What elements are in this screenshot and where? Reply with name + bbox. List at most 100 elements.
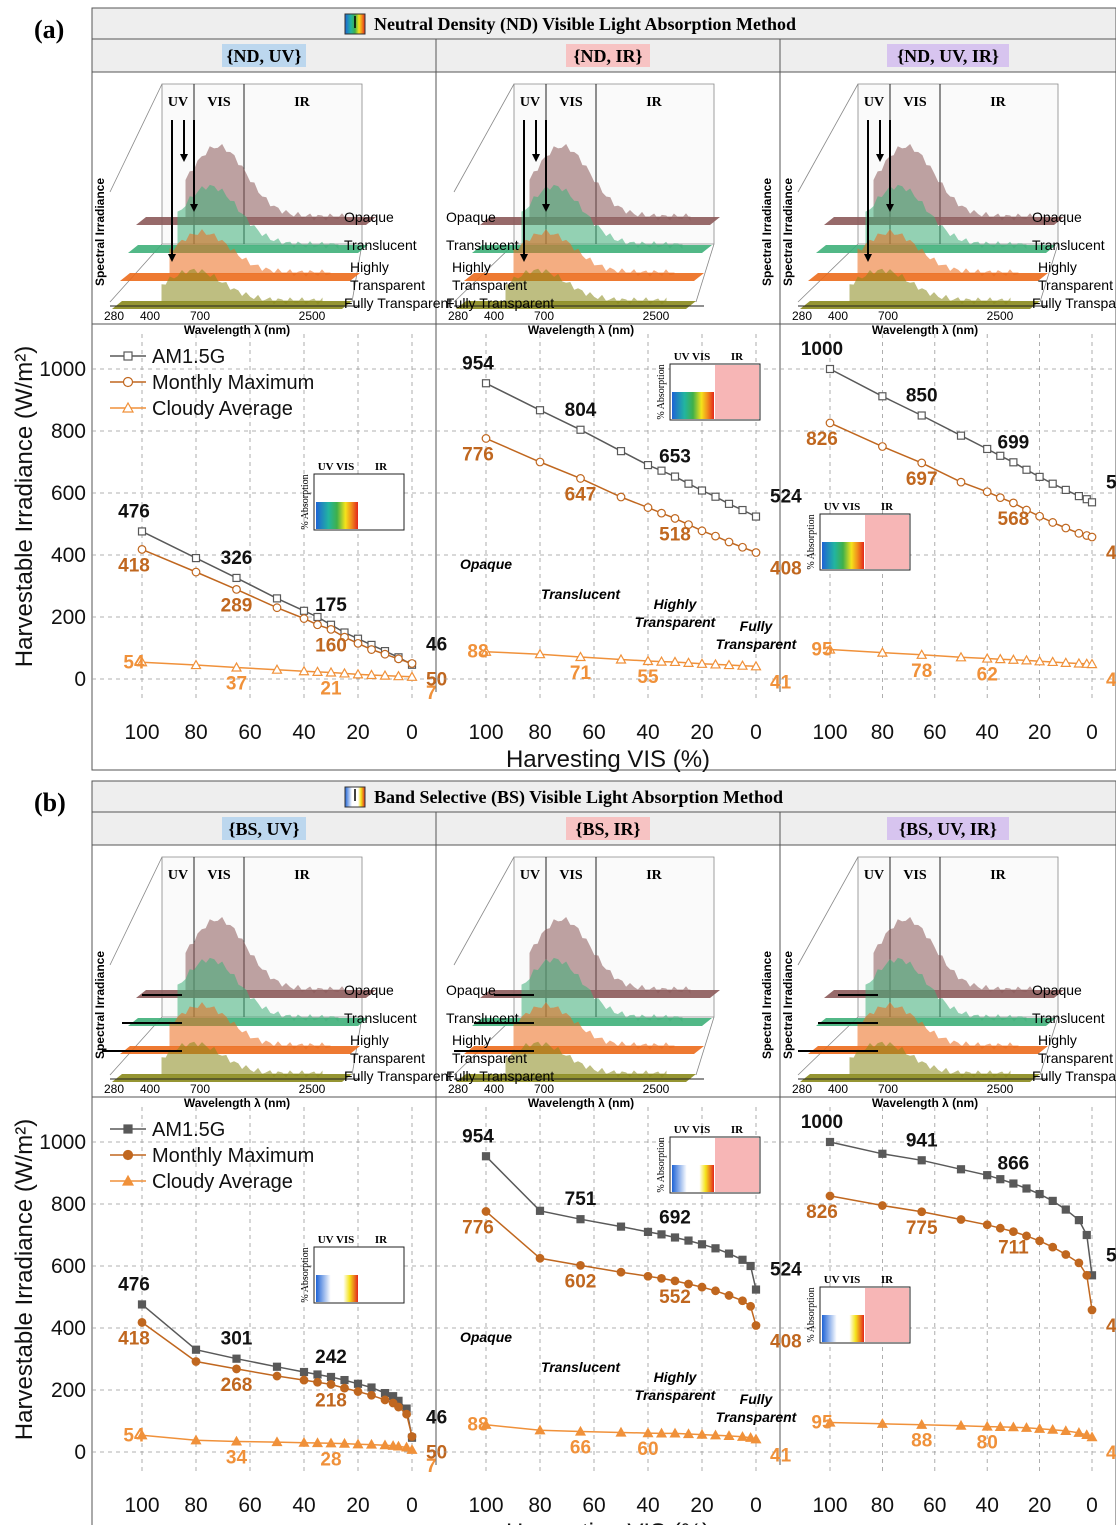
level-label-highly: Transparent <box>350 1050 425 1066</box>
data-point <box>481 1152 491 1161</box>
line-chart: 100 80 60 40 20 0 954 804 653 524 776 647 518 408 88 71… <box>436 334 802 744</box>
spectrum-panel: UV VIS IR 280 400 700 2500 Wavelength λ (nm) Spe… <box>446 83 774 337</box>
data-label: 408 <box>770 1332 802 1353</box>
column-title: {BS, IR} <box>575 819 640 839</box>
data-point <box>394 654 403 664</box>
data-label: 95 <box>811 640 833 661</box>
x-tick-label: 0 <box>750 1494 762 1517</box>
data-point <box>736 1431 749 1441</box>
data-label: 476 <box>118 1274 150 1295</box>
data-point <box>1082 1270 1092 1280</box>
data-point <box>326 625 336 634</box>
data-point <box>709 658 722 669</box>
data-point <box>996 1175 1005 1184</box>
spectrum-x-tick: 700 <box>878 1082 898 1096</box>
data-point <box>657 508 666 518</box>
level-label-translucent: Translucent <box>344 1010 417 1026</box>
data-label: 78 <box>911 661 932 682</box>
data-point <box>299 1367 309 1377</box>
data-point <box>878 1149 887 1158</box>
data-point <box>190 1434 202 1445</box>
inset-band-label: IR <box>375 1234 388 1246</box>
line-chart: 100 80 60 40 20 0 1000 850 699 570 826 697 568 458 95 7… <box>780 334 1116 744</box>
data-point <box>311 1437 324 1448</box>
data-point <box>655 655 668 666</box>
x-tick-label: 60 <box>923 1494 946 1517</box>
data-point <box>481 1207 491 1216</box>
x-tick-label: 40 <box>636 1494 659 1517</box>
spectrum-y-label: Spectral Irradiance <box>760 951 774 1059</box>
data-point <box>711 492 720 501</box>
x-tick-label: 20 <box>346 721 369 744</box>
data-point <box>576 425 585 434</box>
data-label: 804 <box>565 400 597 421</box>
x-tick-label: 60 <box>582 1494 605 1517</box>
data-point <box>825 364 835 374</box>
column-title: {BS, UV} <box>228 819 299 839</box>
data-point <box>480 645 492 656</box>
data-label: 602 <box>565 1271 597 1292</box>
data-point <box>401 1441 413 1452</box>
x-tick-label: 80 <box>528 1494 551 1517</box>
data-label: 941 <box>906 1130 938 1151</box>
data-point <box>1081 1429 1093 1440</box>
arrow-head <box>180 154 188 162</box>
spectrum-x-label: Wavelength λ (nm) <box>528 323 634 337</box>
line-chart: 100 80 60 40 20 0 954 751 692 524 776 602 552 408 88 66… <box>436 1107 802 1517</box>
inset-ir-region <box>865 1288 909 1342</box>
data-label: 175 <box>315 595 347 616</box>
data-point <box>981 1420 993 1431</box>
level-label-opaque: Opaque <box>446 982 496 998</box>
data-point <box>406 671 418 681</box>
spectrum-x-tick: 700 <box>190 309 210 323</box>
data-label: 776 <box>462 444 494 465</box>
data-point <box>230 661 243 672</box>
data-point <box>299 614 309 623</box>
spectrum-curve <box>521 957 683 1023</box>
y-tick-label: 0 <box>74 668 86 691</box>
data-point <box>1048 518 1058 527</box>
level-label-highly: Highly <box>452 1032 491 1048</box>
data-label: 524 <box>770 487 802 508</box>
data-label: 570 <box>1106 472 1116 493</box>
data-point <box>137 527 147 536</box>
data-point <box>481 379 491 388</box>
y-tick-label: 600 <box>51 482 86 505</box>
y-tick-label: 1000 <box>39 358 86 381</box>
data-point <box>340 1383 349 1393</box>
data-point <box>642 1427 654 1438</box>
data-point <box>271 663 283 674</box>
column-title: {BS, UV, IR} <box>899 819 997 839</box>
data-point <box>696 1428 708 1439</box>
x-tick-label: 100 <box>468 721 503 744</box>
inset-band-label: UV VIS <box>674 351 711 363</box>
level-label-opaque: Opaque <box>446 209 496 225</box>
data-point <box>1009 1179 1018 1188</box>
spectrum-panel: UV VIS IR 280 400 700 2500 Wavelength λ (nm) Spe… <box>781 83 1116 337</box>
data-point <box>340 632 349 642</box>
x-axis-label: Harvesting VIS (%) <box>506 746 710 773</box>
inset-vis-region <box>822 542 864 569</box>
data-point <box>1087 498 1097 507</box>
data-point <box>1009 458 1018 467</box>
arrow-head <box>190 204 198 212</box>
data-point <box>232 1354 241 1363</box>
data-point <box>407 1432 417 1441</box>
data-point <box>1035 1189 1044 1199</box>
band-label-ir: IR <box>990 868 1006 883</box>
perspective-edge <box>453 856 515 966</box>
data-point <box>1061 1205 1070 1214</box>
data-point <box>136 1429 148 1440</box>
data-point <box>746 1261 755 1271</box>
data-point <box>1007 1421 1019 1432</box>
inset-band-label: IR <box>881 501 894 513</box>
data-point <box>983 444 992 454</box>
data-point <box>190 659 202 670</box>
spectrum-x-tick: 280 <box>104 309 124 323</box>
level-label-highly: Highly <box>350 1032 389 1048</box>
data-point <box>670 514 680 523</box>
perspective-edge <box>1039 243 1059 303</box>
data-label: 60 <box>637 1439 658 1460</box>
data-label: 408 <box>770 559 802 580</box>
